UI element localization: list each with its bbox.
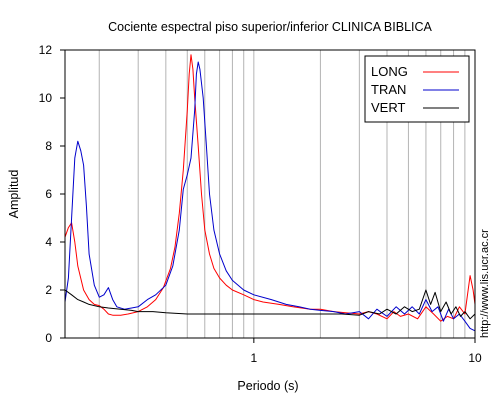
legend-label-long: LONG	[371, 64, 408, 79]
x-tick-label: 10	[468, 351, 482, 365]
chart-title: Cociente espectral piso superior/inferio…	[108, 20, 432, 34]
y-tick-label: 10	[39, 91, 53, 105]
y-axis-title: Amplitud	[7, 170, 21, 219]
legend-label-tran: TRAN	[371, 82, 406, 97]
y-tick-label: 2	[45, 283, 52, 297]
axis-ticks: 0 2 4 6 8 10 12 1 10	[39, 43, 482, 365]
y-tick-label: 4	[45, 235, 52, 249]
series-line-vert	[64, 289, 476, 320]
series-line-long	[64, 54, 476, 322]
legend-box	[364, 55, 470, 123]
legend: LONG TRAN VERT	[364, 55, 470, 123]
y-tick-label: 6	[45, 187, 52, 201]
x-axis-title: Periodo (s)	[237, 379, 298, 393]
y-tick-label: 0	[45, 331, 52, 345]
y-tick-label: 8	[45, 139, 52, 153]
series-lines	[64, 54, 476, 332]
y-tick-label: 12	[39, 43, 53, 57]
credit-url: http://www.lis.ucr.ac.cr	[479, 229, 491, 338]
x-tick-label: 1	[250, 351, 257, 365]
legend-label-vert: VERT	[371, 100, 405, 115]
